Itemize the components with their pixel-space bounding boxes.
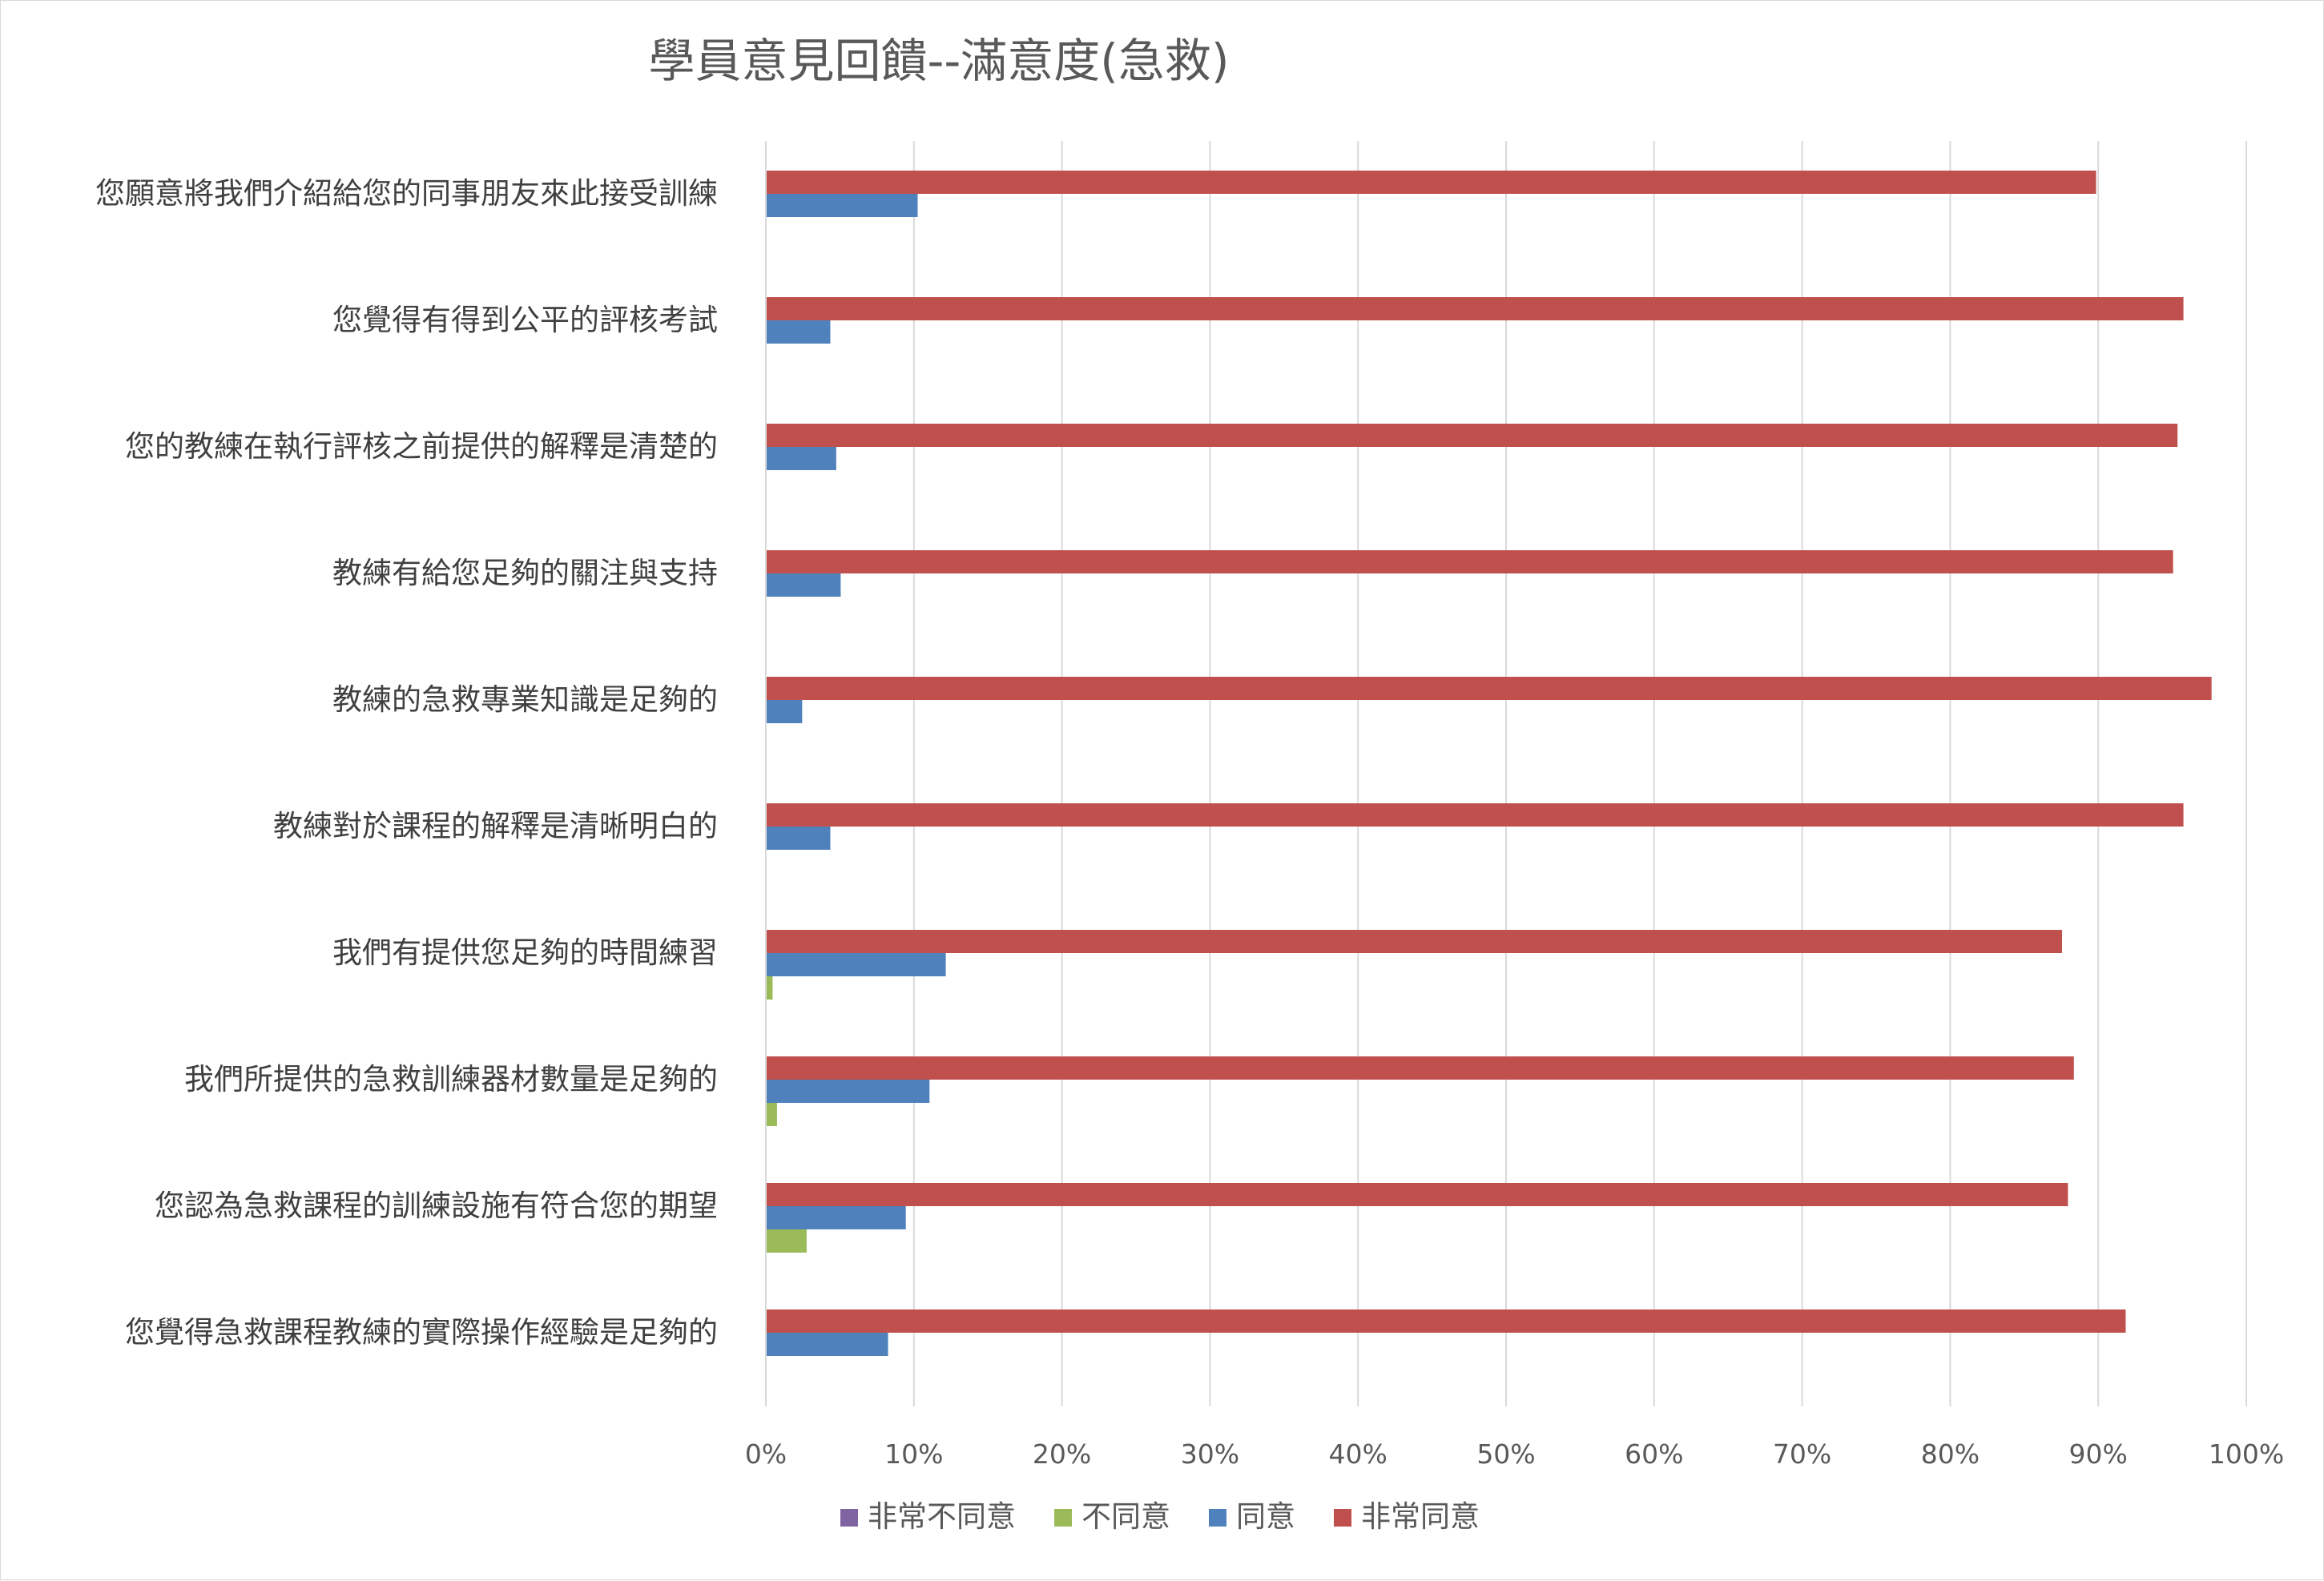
category-label: 教練有給您足夠的關注與支持 — [332, 556, 718, 590]
x-tick-label: 100% — [2209, 1438, 2284, 1470]
legend-swatch — [1209, 1509, 1226, 1527]
legend-item: 非常不同意 — [840, 1499, 1016, 1534]
chart-title: 學員意見回饋--滿意度(急救) — [648, 34, 1229, 88]
category-label: 我們所提供的急救訓練器材數量是足夠的 — [184, 1062, 718, 1096]
bar-series-group — [767, 171, 2212, 1356]
x-tick-label: 40% — [1329, 1438, 1388, 1470]
bar-同意 — [767, 827, 831, 850]
bar-同意 — [767, 700, 803, 723]
legend-item: 非常同意 — [1334, 1499, 1480, 1534]
x-tick-label: 30% — [1181, 1438, 1239, 1470]
bar-非常同意 — [767, 1309, 2126, 1333]
legend-label: 不同意 — [1081, 1499, 1170, 1534]
legend-label: 非常同意 — [1361, 1499, 1480, 1534]
bar-同意 — [767, 1206, 906, 1229]
bar-非常同意 — [767, 1183, 2068, 1206]
category-label: 您覺得有得到公平的評核考試 — [332, 303, 718, 337]
legend-item: 不同意 — [1054, 1499, 1170, 1534]
x-axis-tick-labels: 0% 10% 20% 30% 40% 50% 60% 70% 80% 90% 100% — [745, 1438, 2284, 1470]
bar-非常同意 — [767, 803, 2184, 827]
bar-同意 — [767, 573, 841, 597]
category-label: 教練對於課程的解釋是清晰明白的 — [273, 809, 718, 843]
legend: 非常不同意 不同意 同意 非常同意 — [840, 1499, 1480, 1534]
legend-swatch — [1054, 1509, 1072, 1527]
category-label: 您認為急救課程的訓練設施有符合您的期望 — [155, 1189, 718, 1223]
bar-同意 — [767, 1333, 888, 1356]
category-label: 您願意將我們介紹給您的同事朋友來此接受訓練 — [95, 176, 718, 211]
bar-不同意 — [767, 1103, 777, 1126]
bar-同意 — [767, 447, 836, 470]
x-tick-label: 80% — [1921, 1438, 1980, 1470]
x-tick-label: 10% — [884, 1438, 943, 1470]
category-label: 我們有提供您足夠的時間練習 — [332, 935, 718, 970]
x-tick-label: 90% — [2069, 1438, 2128, 1470]
bar-不同意 — [767, 1229, 807, 1253]
bar-同意 — [767, 953, 946, 976]
bar-非常同意 — [767, 930, 2062, 953]
x-tick-label: 70% — [1773, 1438, 1831, 1470]
bar-非常同意 — [767, 550, 2173, 573]
x-tick-label: 0% — [745, 1438, 787, 1470]
x-tick-label: 50% — [1476, 1438, 1535, 1470]
category-label: 您覺得急救課程教練的實際操作經驗是足夠的 — [125, 1315, 718, 1350]
bar-非常同意 — [767, 297, 2184, 320]
bar-非常同意 — [767, 171, 2096, 194]
bar-非常同意 — [767, 1056, 2074, 1080]
category-label: 教練的急救專業知識是足夠的 — [332, 682, 718, 717]
bar-非常同意 — [767, 677, 2212, 700]
gridlines — [912, 141, 2247, 1406]
bar-非常同意 — [767, 424, 2178, 447]
legend-swatch — [840, 1509, 858, 1527]
bar-同意 — [767, 1080, 930, 1103]
legend-swatch — [1334, 1509, 1351, 1527]
legend-label: 同意 — [1236, 1499, 1295, 1534]
category-label: 您的教練在執行評核之前提供的解釋是清楚的 — [125, 429, 718, 464]
legend-item: 同意 — [1209, 1499, 1295, 1534]
x-tick-label: 20% — [1033, 1438, 1091, 1470]
bar-同意 — [767, 194, 918, 217]
x-tick-label: 60% — [1625, 1438, 1683, 1470]
category-labels: 您覺得急救課程教練的實際操作經驗是足夠的 您認為急救課程的訓練設施有符合您的期望 我… — [95, 176, 718, 1350]
legend-label: 非常不同意 — [868, 1499, 1016, 1534]
bar-同意 — [767, 320, 831, 344]
bar-不同意 — [767, 976, 773, 1000]
